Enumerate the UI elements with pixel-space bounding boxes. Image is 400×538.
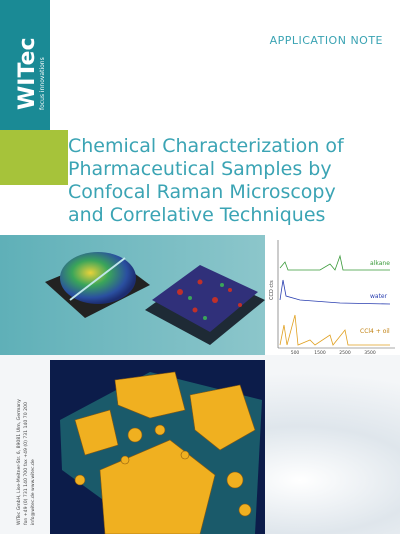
spectrum-label: water bbox=[370, 293, 388, 300]
image-map-dots bbox=[177, 279, 242, 313]
title-line: Confocal Raman Microscopy bbox=[68, 181, 336, 203]
image-3d-particles bbox=[74, 371, 256, 535]
spectrum-line bbox=[279, 314, 390, 346]
tagline: focus innovations bbox=[39, 57, 46, 110]
title-line: and Correlative Techniques bbox=[68, 204, 325, 226]
logo: WITec bbox=[15, 38, 40, 111]
spectrum-label: alkane bbox=[370, 260, 390, 267]
image-map bbox=[152, 265, 258, 332]
spectrum-line bbox=[279, 254, 390, 271]
logo-strip bbox=[0, 0, 50, 130]
doc-label: APPLICATION NOTE bbox=[270, 34, 383, 47]
spectra-panel bbox=[265, 235, 400, 355]
x-tick-label: 500 bbox=[291, 350, 300, 356]
title: Chemical Characterization of Pharmaceuti… bbox=[68, 135, 345, 226]
spectrum-line bbox=[279, 279, 391, 305]
x-tick-label: 1500 bbox=[314, 350, 326, 356]
x-tick-label: 2500 bbox=[339, 350, 351, 356]
title-line: Pharmaceutical Samples by bbox=[68, 158, 332, 180]
accent-block bbox=[50, 130, 68, 185]
spectrum-label: CCl4 + oil bbox=[360, 328, 390, 335]
image-tablet-cut bbox=[69, 257, 126, 301]
contact-line: info@witec.de www.witec.de bbox=[30, 459, 36, 525]
x-tick-label: 3500 bbox=[364, 350, 376, 356]
image-map-dots bbox=[188, 283, 224, 320]
title-line: Chemical Characterization of bbox=[68, 135, 345, 157]
x-ticks: 500 1500 2500 3500 bbox=[291, 350, 376, 356]
contact-line: WITec GmbH, Lise-Meitner-Str. 6, 89081 U… bbox=[16, 399, 22, 525]
accent-block bbox=[0, 130, 50, 185]
contact: WITec GmbH, Lise-Meitner-Str. 6, 89081 U… bbox=[16, 399, 36, 525]
y-label: CCD cts bbox=[269, 280, 275, 300]
contact-line: fon +49 (0) 731 140 700 fax +49 (0) 731 … bbox=[23, 402, 29, 525]
